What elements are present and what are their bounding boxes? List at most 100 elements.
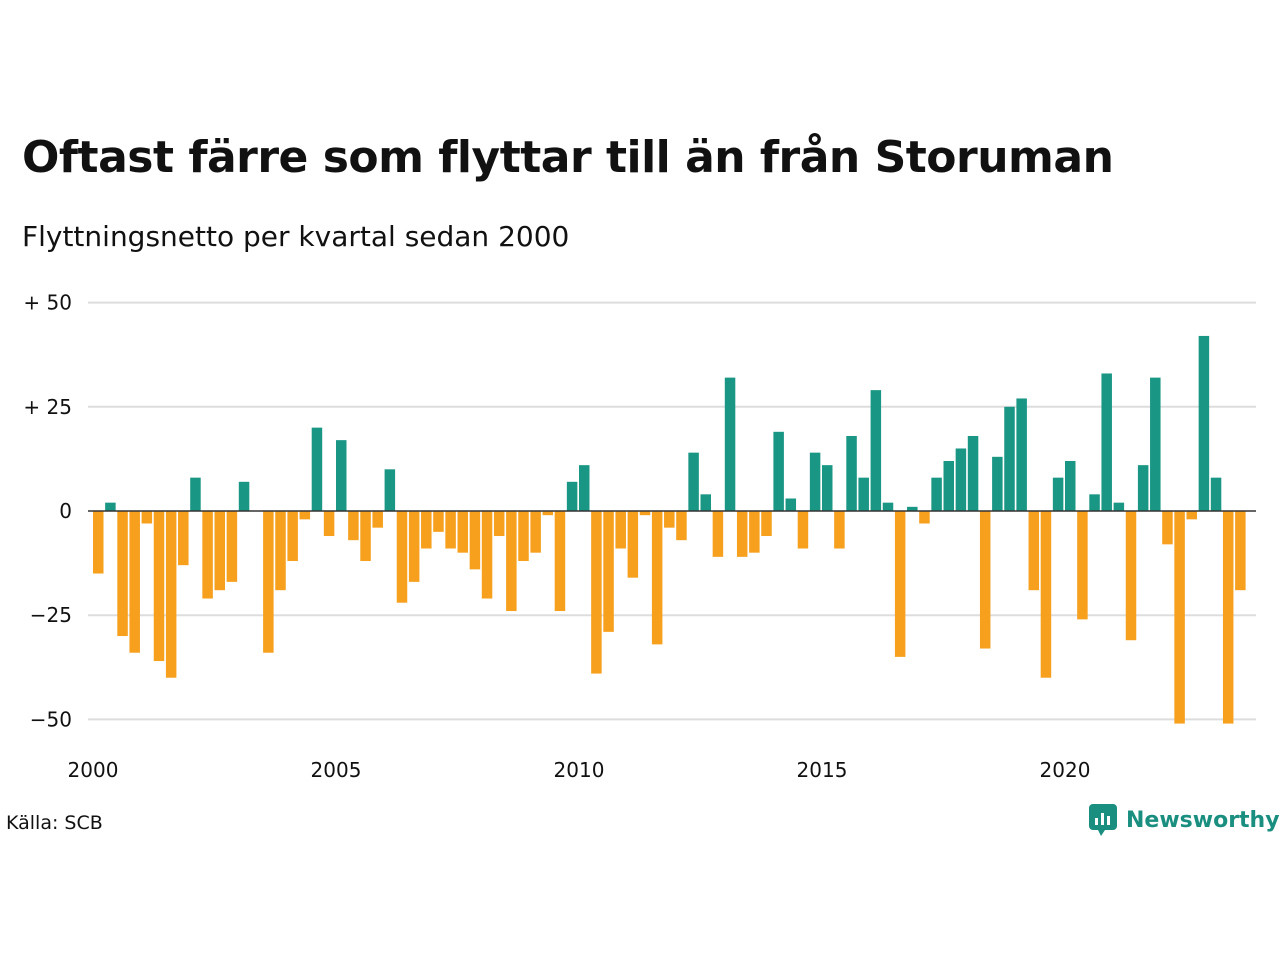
bar (931, 477, 942, 511)
bar (1040, 511, 1052, 678)
bar (967, 435, 979, 511)
bar (129, 511, 140, 653)
x-axis-labels: 2000 2005 2010 2015 2020 (68, 758, 1091, 782)
bar (882, 502, 894, 511)
bar (1016, 398, 1027, 511)
bar (1052, 477, 1064, 511)
bar (858, 477, 869, 511)
bar (1028, 511, 1040, 591)
bar (943, 460, 954, 511)
x-tick-label: 2015 (797, 758, 848, 782)
bar (202, 511, 213, 599)
bar (469, 511, 481, 570)
bar (579, 465, 590, 511)
bar (1150, 377, 1161, 511)
bar (773, 431, 784, 511)
bar (93, 511, 104, 574)
bar (615, 511, 626, 549)
bar (870, 390, 882, 511)
bar (1004, 406, 1015, 511)
bar (809, 452, 821, 511)
bar (178, 511, 189, 566)
bar (348, 511, 359, 541)
bar (554, 511, 566, 612)
bar (761, 511, 772, 537)
bar (919, 511, 930, 524)
bar (336, 440, 347, 511)
y-tick-label: −25 (30, 603, 72, 627)
gridlines (88, 301, 1256, 721)
bar (1174, 511, 1185, 724)
bar (1089, 494, 1100, 511)
bar (700, 494, 711, 511)
bar (1210, 477, 1222, 511)
y-tick-label: + 50 (23, 291, 72, 315)
bar (238, 481, 250, 511)
bar (433, 511, 444, 532)
brand-logo: Newsworthy (1088, 803, 1280, 837)
bar (190, 477, 201, 511)
bar (894, 511, 906, 657)
bar (639, 511, 651, 516)
bar (797, 511, 809, 549)
bar (1162, 511, 1173, 545)
bar (165, 511, 177, 678)
bar (749, 511, 760, 553)
bar (627, 511, 639, 578)
brand-name: Newsworthy (1126, 807, 1280, 833)
bar (275, 511, 286, 591)
x-tick-label: 2000 (68, 758, 119, 782)
bar (688, 452, 699, 511)
bar (712, 511, 724, 557)
bar (591, 511, 602, 674)
bar (457, 511, 468, 553)
y-axis-labels: + 50 + 25 0 −25 −50 (23, 291, 72, 732)
bars (93, 335, 1246, 724)
y-tick-label: −50 (30, 707, 72, 731)
bar (1235, 511, 1246, 591)
x-tick-label: 2010 (554, 758, 605, 782)
bar (1222, 511, 1234, 724)
bar (542, 511, 554, 516)
bar (226, 511, 238, 582)
bar (1101, 373, 1112, 511)
bar (481, 511, 493, 599)
y-tick-label: 0 (59, 499, 72, 523)
bar (1077, 511, 1088, 620)
x-tick-label: 2020 (1040, 758, 1091, 782)
bar (664, 511, 675, 528)
bar (992, 456, 1003, 511)
bar (518, 511, 529, 562)
bar (846, 435, 857, 511)
bar (1113, 502, 1125, 511)
bar (396, 511, 408, 603)
bar (651, 511, 663, 645)
bar (421, 511, 432, 549)
bar (287, 511, 298, 562)
bar (676, 511, 687, 541)
bar (299, 511, 311, 520)
chart-title: Oftast färre som flyttar till än från St… (22, 132, 1114, 183)
bar (408, 511, 420, 582)
bar (724, 377, 736, 511)
bar (141, 511, 153, 524)
bar (1198, 335, 1210, 511)
bar (384, 469, 396, 511)
bar (979, 511, 991, 649)
bar (153, 511, 165, 662)
bar (263, 511, 274, 653)
source-note: Källa: SCB (6, 812, 103, 834)
bar (311, 427, 323, 511)
bar (834, 511, 845, 549)
bar (1065, 460, 1076, 511)
chart-subtitle: Flyttningsnetto per kvartal sedan 2000 (22, 220, 570, 253)
bar (445, 511, 456, 549)
bar (360, 511, 371, 562)
bar (1125, 511, 1137, 641)
bar-chart: + 50 + 25 0 −25 −50 2000 2005 2010 2015 2020 (23, 291, 1256, 782)
bar (907, 506, 918, 511)
bar (372, 511, 383, 528)
bar (530, 511, 541, 553)
y-tick-label: + 25 (23, 395, 72, 419)
bar (822, 465, 833, 511)
